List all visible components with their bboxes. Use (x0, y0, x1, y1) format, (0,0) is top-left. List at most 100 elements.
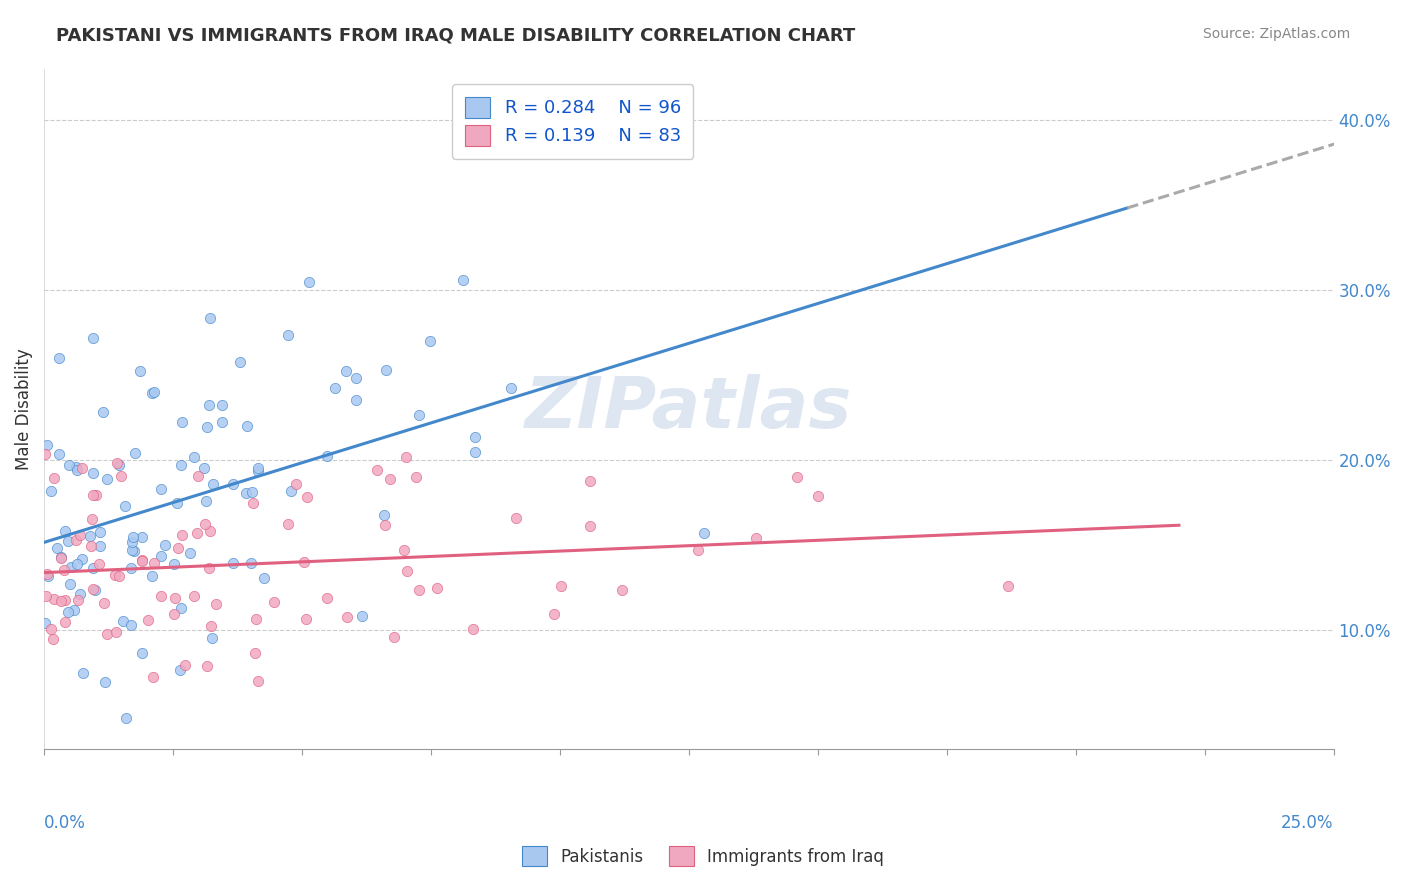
Point (122, 530, 145, 544)
Point (263, 595, 285, 609)
Point (242, 496, 264, 510)
Point (366, 463, 388, 477)
Point (82, 487, 104, 501)
Point (142, 669, 165, 683)
Point (294, 612, 316, 626)
Point (107, 458, 129, 472)
Point (93, 596, 115, 610)
Point (997, 579, 1019, 593)
Point (211, 398, 233, 412)
Point (170, 415, 193, 429)
Point (295, 490, 318, 504)
Point (53, 592, 76, 607)
Point (49, 550, 72, 565)
Point (499, 381, 522, 395)
Point (211, 415, 233, 429)
Point (183, 589, 205, 603)
Point (578, 518, 600, 533)
Point (48, 351, 70, 365)
Point (169, 663, 191, 677)
Point (121, 542, 143, 557)
Point (112, 615, 135, 629)
Point (222, 476, 245, 491)
Text: Source: ZipAtlas.com: Source: ZipAtlas.com (1202, 27, 1350, 41)
Point (136, 613, 159, 627)
Point (187, 468, 209, 483)
Point (235, 486, 257, 500)
Point (693, 525, 716, 540)
Point (543, 607, 565, 622)
Point (464, 444, 486, 458)
Point (505, 511, 527, 525)
Point (80, 512, 103, 526)
Point (82, 467, 104, 481)
Point (316, 591, 339, 605)
Text: ZIPatlas: ZIPatlas (526, 375, 852, 443)
Point (46, 541, 69, 556)
Point (344, 392, 367, 407)
Point (124, 446, 146, 460)
Point (96, 627, 118, 641)
Legend: Pakistanis, Immigrants from Iraq: Pakistanis, Immigrants from Iraq (513, 838, 893, 875)
Point (464, 430, 486, 444)
Point (173, 657, 195, 672)
Point (82, 331, 104, 345)
Point (58, 458, 80, 473)
Point (786, 470, 808, 484)
Point (150, 590, 173, 604)
Point (131, 646, 153, 660)
Point (131, 554, 153, 568)
Point (298, 275, 321, 289)
Point (80, 539, 103, 553)
Point (79, 528, 101, 542)
Point (806, 489, 828, 503)
Point (42, 632, 65, 647)
Point (247, 461, 270, 475)
Point (120, 561, 142, 575)
Point (114, 499, 136, 513)
Point (610, 582, 633, 597)
Point (131, 553, 153, 567)
Point (374, 518, 396, 533)
Point (193, 460, 215, 475)
Point (205, 597, 228, 611)
Point (169, 601, 191, 615)
Point (194, 493, 217, 508)
Point (200, 619, 222, 633)
Point (143, 384, 166, 399)
Point (53, 563, 76, 577)
Point (292, 556, 315, 570)
Point (222, 556, 245, 570)
Point (51, 549, 73, 564)
Point (236, 418, 259, 433)
Point (247, 464, 270, 478)
Point (578, 474, 600, 488)
Point (198, 524, 221, 538)
Point (688, 543, 710, 558)
Point (59, 560, 82, 574)
Point (285, 476, 308, 491)
Point (335, 364, 357, 378)
Point (62, 603, 84, 617)
Point (131, 530, 153, 544)
Point (91, 404, 114, 418)
Point (96, 472, 118, 486)
Point (69, 587, 91, 601)
Point (150, 549, 173, 563)
Point (65, 459, 87, 474)
Point (426, 581, 449, 595)
Point (229, 355, 252, 369)
Point (240, 485, 263, 500)
Point (56, 534, 79, 549)
Text: 25.0%: 25.0% (1281, 814, 1334, 832)
Point (408, 408, 430, 422)
Point (198, 311, 221, 326)
Point (201, 476, 224, 491)
Point (39, 622, 62, 636)
Point (58, 605, 80, 619)
Point (280, 483, 302, 498)
Point (195, 659, 218, 673)
Point (394, 450, 416, 464)
Point (195, 420, 218, 434)
Point (201, 632, 224, 646)
